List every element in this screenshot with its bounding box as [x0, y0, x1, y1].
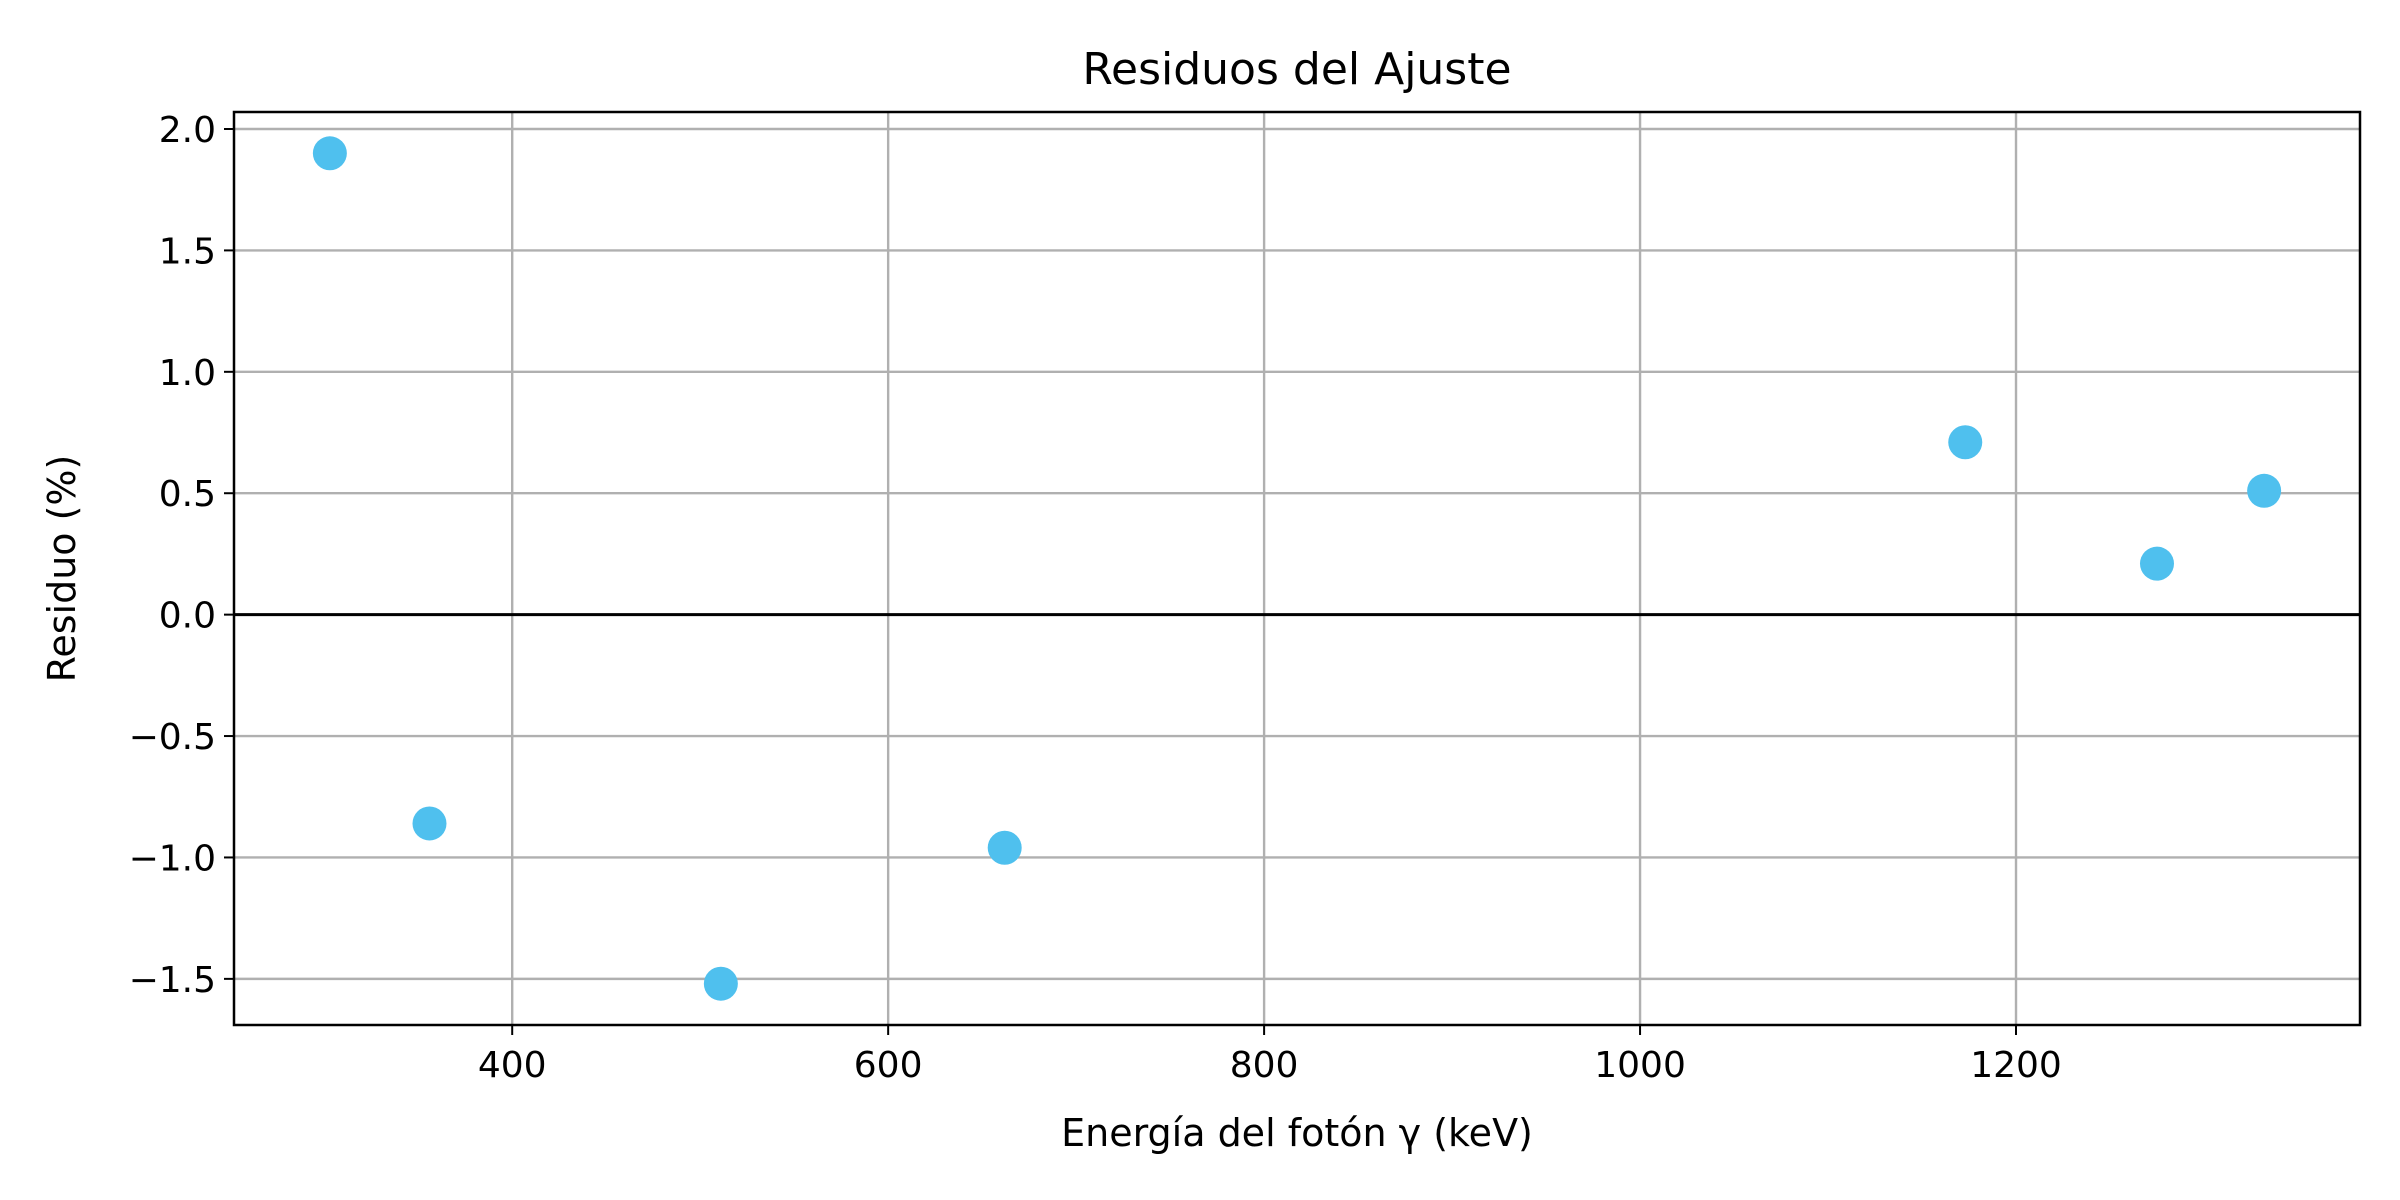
y-tick-label: 1.5 [159, 231, 216, 272]
y-tick-label: −1.0 [129, 838, 216, 879]
x-tick-label: 1200 [1970, 1045, 2062, 1086]
data-point [1948, 425, 1983, 460]
y-tick-label: −0.5 [129, 717, 216, 758]
x-tick-label: 800 [1230, 1045, 1299, 1086]
data-point [2139, 546, 2174, 581]
x-axis-label: Energía del fotón γ (keV) [1061, 1111, 1533, 1155]
chart-title: Residuos del Ajuste [1082, 44, 1511, 95]
y-tick-label: 1.0 [159, 353, 216, 394]
y-tick-label: 0.5 [159, 474, 216, 515]
axis-ticks: 400 600 800 1000 1200 −1.5 −1.0 −0.5 0.0 0.5 1.0 1.… [129, 110, 2062, 1086]
y-axis-label: Residuo (%) [40, 455, 84, 683]
x-tick-label: 1000 [1594, 1045, 1686, 1086]
data-point [2247, 473, 2282, 508]
y-tick-label: 2.0 [159, 110, 216, 151]
data-point [312, 136, 347, 171]
y-tick-label: −1.5 [129, 960, 216, 1001]
data-point [987, 830, 1022, 865]
y-tick-label: 0.0 [159, 596, 216, 637]
data-point [412, 806, 447, 841]
x-tick-label: 600 [854, 1045, 923, 1086]
data-points [312, 136, 2282, 1001]
x-tick-label: 400 [478, 1045, 547, 1086]
plot-frame [232, 110, 2362, 1027]
data-point [703, 966, 738, 1001]
